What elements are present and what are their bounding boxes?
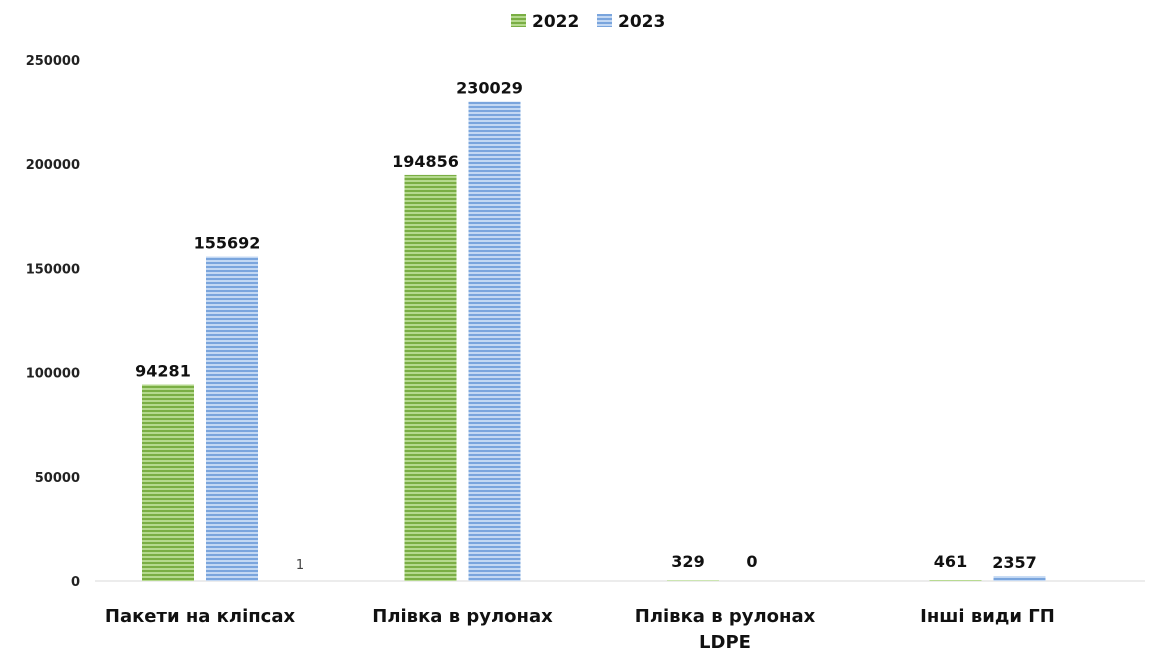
x-category-label: LDPE xyxy=(699,632,751,653)
data-labels: 94281 155692 194856 230029 329 0 461 2357 1 xyxy=(135,79,1037,573)
data-label: 155692 xyxy=(194,234,261,253)
data-label: 0 xyxy=(746,552,757,571)
x-category-label: Плівка в рулонах xyxy=(635,606,816,627)
legend-swatch-2023 xyxy=(597,14,612,27)
y-tick-label: 150000 xyxy=(26,262,80,277)
data-label: 2357 xyxy=(992,553,1037,572)
x-category-label: Інші види ГП xyxy=(920,606,1055,627)
bar-2022-3 xyxy=(929,580,982,581)
y-tick-label: 250000 xyxy=(26,54,80,69)
bar-2023-1 xyxy=(468,101,521,581)
bars xyxy=(142,101,1046,581)
annotation-label: 1 xyxy=(296,558,304,573)
legend: 2022 2023 xyxy=(511,12,665,32)
y-tick-label: 100000 xyxy=(26,367,80,382)
bar-2022-2 xyxy=(667,580,719,581)
bar-2022-1 xyxy=(404,174,457,581)
data-label: 94281 xyxy=(135,362,191,381)
bar-2023-0 xyxy=(206,256,258,581)
y-tick-label: 0 xyxy=(71,575,80,590)
bar-2023-3 xyxy=(993,576,1046,581)
x-category-label: Плівка в рулонах xyxy=(372,606,553,627)
legend-label: 2022 xyxy=(532,12,579,32)
data-label: 461 xyxy=(934,552,967,571)
y-tick-label: 200000 xyxy=(26,158,80,173)
data-label: 230029 xyxy=(456,79,523,98)
legend-label: 2023 xyxy=(618,12,665,32)
data-label: 194856 xyxy=(392,152,459,171)
data-label: 329 xyxy=(671,552,704,571)
y-axis: 0 50000 100000 150000 200000 250000 xyxy=(26,54,80,590)
x-axis: Пакети на кліпсах Плівка в рулонах Плівка … xyxy=(105,606,1055,653)
bar-2022-0 xyxy=(142,384,194,581)
y-tick-label: 50000 xyxy=(35,471,80,486)
x-category-label: Пакети на кліпсах xyxy=(105,606,296,627)
legend-swatch-2022 xyxy=(511,14,526,27)
